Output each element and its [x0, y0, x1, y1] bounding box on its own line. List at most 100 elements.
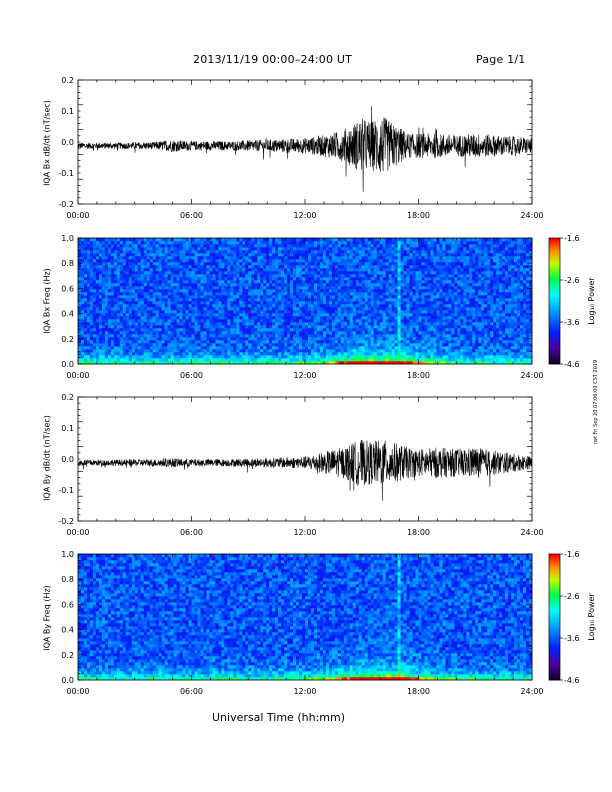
- spectrogram-cell: [412, 280, 416, 284]
- spectrogram-cell: [382, 346, 386, 350]
- spectrogram-cell: [116, 322, 121, 326]
- spectrogram-cell: [134, 313, 139, 317]
- spectrogram-cell: [322, 361, 327, 365]
- spectrogram-cell: [278, 247, 282, 251]
- spectrogram-cell: [391, 340, 395, 344]
- spectrogram-cell: [343, 286, 348, 290]
- spectrogram-cell: [218, 286, 222, 290]
- spectrogram-cell: [131, 286, 136, 290]
- spectrogram-cell: [185, 295, 189, 299]
- spectrogram-cell: [185, 343, 189, 347]
- spectrogram-cell: [146, 337, 150, 341]
- spectrogram-cell: [361, 271, 366, 275]
- spectrogram-cell: [191, 274, 195, 278]
- spectrogram-cell: [143, 280, 147, 284]
- spectrogram-cell: [269, 316, 273, 320]
- spectrogram-cell: [200, 247, 204, 251]
- spectrogram-cell: [385, 289, 389, 293]
- spectrogram-cell: [412, 331, 416, 335]
- spectrogram-cell: [107, 334, 112, 338]
- spectrogram-cell: [287, 316, 291, 320]
- spectrogram-cell: [92, 253, 97, 257]
- spectrogram-cell: [305, 346, 309, 350]
- spectrogram-cell: [164, 316, 168, 320]
- spectrogram-cell: [158, 283, 162, 287]
- spectrogram-cell: [155, 358, 159, 362]
- spectrogram-cell: [373, 265, 377, 269]
- spectrogram-cell: [364, 337, 369, 341]
- spectrogram-cell: [125, 316, 130, 320]
- spectrogram-cell: [293, 250, 297, 254]
- spectrogram-cell: [200, 322, 204, 326]
- spectrogram-cell: [245, 265, 249, 269]
- spectrogram-cell: [239, 250, 243, 254]
- spectrogram-cell: [131, 244, 136, 248]
- spectrogram-cell: [224, 307, 228, 311]
- spectrogram-cell: [239, 325, 243, 329]
- spectrogram-cell: [125, 247, 130, 251]
- spectrogram-cell: [176, 268, 180, 272]
- spectrogram-cell: [322, 271, 327, 275]
- spectrogram-cell: [388, 337, 392, 341]
- spectrogram-cell: [200, 325, 204, 329]
- spectrogram-cell: [346, 277, 351, 281]
- spectrogram-cell: [98, 274, 103, 278]
- spectrogram-cell: [170, 268, 174, 272]
- spectrogram-cell: [379, 316, 383, 320]
- spectrogram-cell: [346, 283, 351, 287]
- spectrogram-cell: [218, 328, 222, 332]
- spectrogram-cell: [167, 337, 171, 341]
- spectrogram-cell: [140, 283, 145, 287]
- spectrogram-cell: [104, 274, 109, 278]
- spectrogram-cell: [275, 358, 279, 362]
- spectrogram-cell: [140, 286, 145, 290]
- spectrogram-cell: [269, 334, 273, 338]
- spectrogram-cell: [170, 271, 174, 275]
- spectrogram-cell: [185, 331, 189, 335]
- spectrogram-cell: [266, 328, 270, 332]
- spectrogram-cell: [319, 292, 324, 296]
- spectrogram-cell: [379, 247, 383, 251]
- spectrogram-cell: [185, 334, 189, 338]
- spectrogram-cell: [206, 355, 210, 359]
- spectrogram-cell: [296, 304, 300, 308]
- spectrogram-cell: [251, 253, 255, 257]
- spectrogram-cell: [334, 271, 339, 275]
- spectrogram-cell: [98, 346, 103, 350]
- spectrogram-cell: [424, 337, 428, 341]
- spectrogram-cell: [161, 283, 165, 287]
- spectrogram-cell: [364, 262, 369, 266]
- spectrogram-cell: [400, 352, 404, 356]
- spectrogram-cell: [418, 292, 422, 296]
- spectrogram-cell: [260, 319, 264, 323]
- spectrogram-cell: [382, 250, 386, 254]
- spectrogram-cell: [125, 256, 130, 260]
- spectrogram-cell: [107, 274, 112, 278]
- spectrogram-cell: [245, 331, 249, 335]
- spectrogram-cell: [391, 328, 395, 332]
- spectrogram-cell: [358, 268, 363, 272]
- spectrogram-cell: [143, 247, 147, 251]
- spectrogram-cell: [128, 349, 133, 353]
- spectrogram-cell: [206, 319, 210, 323]
- spectrogram-cell: [346, 316, 351, 320]
- spectrogram-cell: [334, 283, 339, 287]
- spectrogram-cell: [349, 271, 354, 275]
- spectrogram-cell: [131, 241, 136, 245]
- spectrogram-cell: [331, 352, 336, 356]
- spectrogram-cell: [382, 241, 386, 245]
- spectrogram-cell: [80, 283, 85, 287]
- spectrogram-cell: [269, 322, 273, 326]
- spectrogram-cell: [131, 334, 136, 338]
- spectrogram-cell: [257, 328, 261, 332]
- spectrogram-cell: [95, 241, 100, 245]
- spectrogram-cell: [122, 253, 127, 257]
- spectrogram-cell: [266, 241, 270, 245]
- spectrogram-cell: [284, 334, 288, 338]
- spectrogram-cell: [316, 268, 321, 272]
- spectrogram-cell: [361, 322, 366, 326]
- spectrogram-cell: [370, 328, 374, 332]
- spectrogram-cell: [95, 304, 100, 308]
- spectrogram-cell: [275, 352, 279, 356]
- spectrogram-cell: [343, 322, 348, 326]
